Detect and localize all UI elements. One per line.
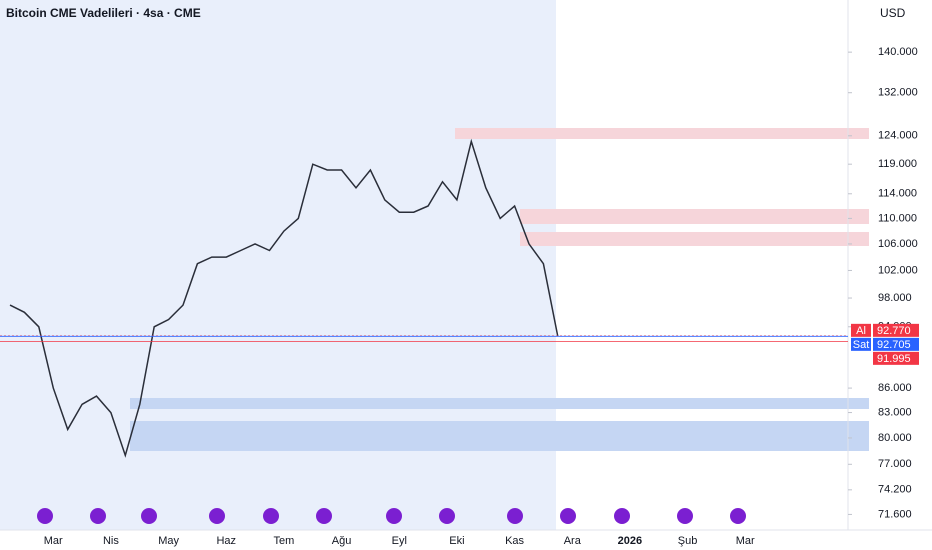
y-tick-label: 110.000 [878, 212, 917, 224]
y-tick-label: 80.000 [878, 432, 912, 444]
x-tick-label: Şub [678, 535, 698, 547]
y-tick-label: 74.200 [878, 484, 912, 496]
price-tag-bg [873, 337, 919, 351]
x-tick-label: Ağu [332, 535, 352, 547]
zone [130, 398, 869, 409]
x-tick-label: Mar [44, 535, 63, 547]
x-tick-label: Nis [103, 535, 119, 547]
price-tag-bg [873, 351, 919, 365]
price-line [9, 138, 559, 458]
zone [130, 421, 869, 451]
price-tag-bg [873, 323, 919, 337]
x-tick-label: Mar [736, 535, 755, 547]
price-tag: 92.705 [877, 339, 911, 351]
y-tick-label: 77.000 [878, 458, 912, 470]
y-tick-label: 132.000 [878, 87, 918, 99]
y-tick-label: 140.000 [878, 46, 918, 58]
y-tick-label: 124.000 [878, 130, 918, 142]
y-tick-label: 119.000 [878, 158, 917, 170]
price-tag: 91.995 [877, 353, 911, 365]
zone [520, 232, 869, 246]
price-tag-name: Al [856, 325, 866, 337]
y-tick-label: 83.000 [878, 406, 912, 418]
chart-title: Bitcoin CME Vadelileri · 4sa · CME [6, 6, 201, 20]
events [37, 508, 746, 524]
zone [455, 128, 869, 139]
x-tick-label: Kas [505, 535, 524, 547]
price-tag-name-bg [851, 337, 871, 351]
currency: USD [880, 6, 906, 20]
x-tick-label: Tem [274, 535, 295, 547]
x-tick-label: Haz [216, 535, 236, 547]
price-tag-name: Sat [853, 339, 870, 351]
y-tick-label: 71.600 [878, 508, 912, 520]
y-tick-label: 102.000 [878, 264, 918, 276]
zone [520, 209, 869, 224]
x-tick-label: Ara [564, 535, 582, 547]
y-tick-label: 114.000 [878, 188, 917, 200]
x-tick-label: May [158, 535, 179, 547]
price-tag: 92.770 [877, 325, 911, 337]
price-tag-name-bg [851, 323, 871, 337]
x-tick-label: Eyl [392, 535, 407, 547]
y-tick-label: 106.000 [878, 238, 918, 250]
y-tick-label: 98.000 [878, 292, 912, 304]
x-tick-label: Eki [449, 535, 464, 547]
y-tick-label: 86.000 [878, 382, 912, 394]
x-tick-label: 2026 [618, 535, 642, 547]
